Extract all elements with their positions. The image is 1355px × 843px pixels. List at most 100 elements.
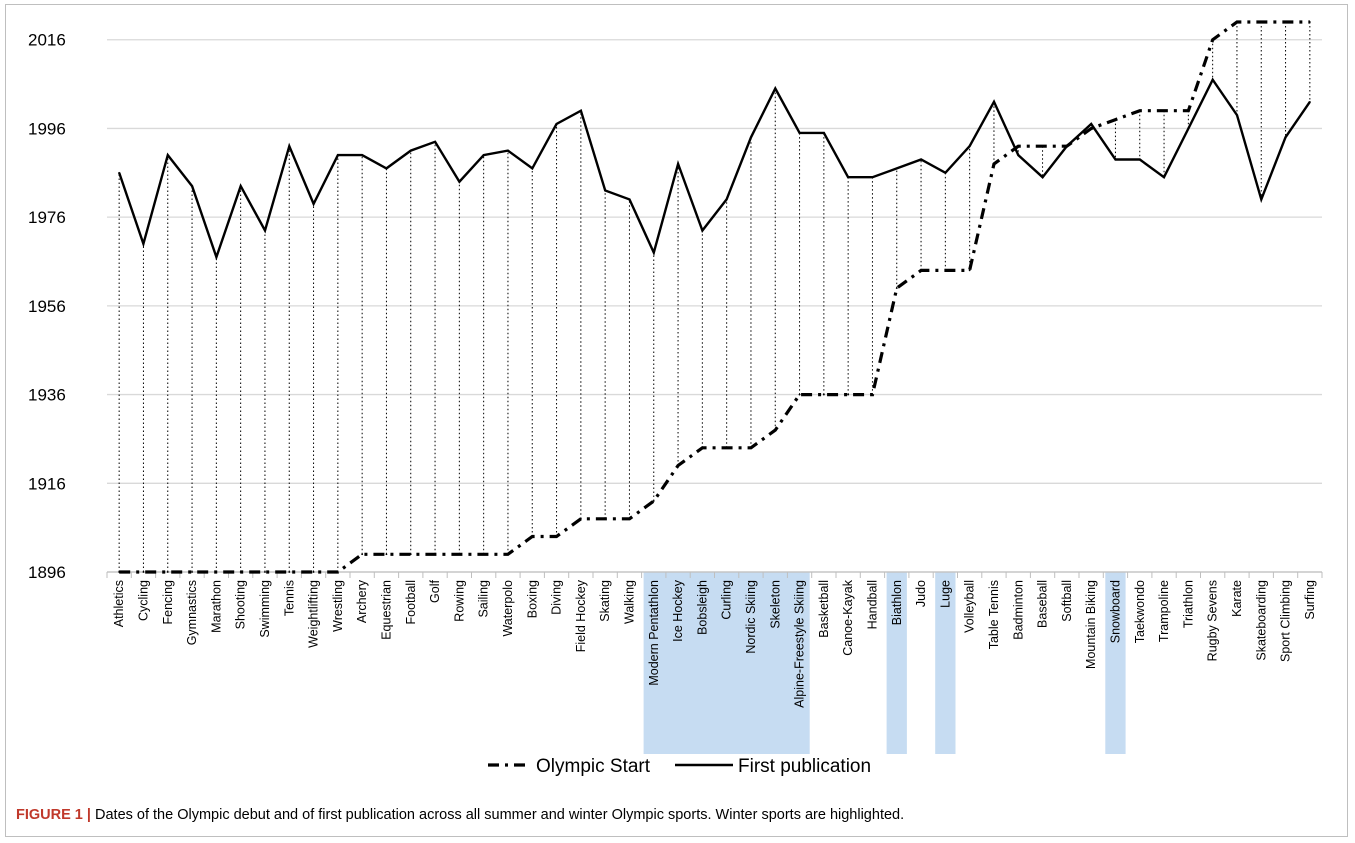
category-label-equestrian: Equestrian [379,580,393,640]
point-olympic-start-karate [1236,21,1238,23]
point-olympic-start-baseball [1041,145,1044,148]
point-first-publication-surfing [1308,100,1311,103]
point-olympic-start-volleyball [968,269,971,272]
y-tick-label-1956: 1956 [28,297,66,316]
point-first-publication-athletics [118,171,121,174]
category-label-canoe-kayak: Canoe-Kayak [841,579,855,655]
category-label-badminton: Badminton [1011,580,1025,640]
point-olympic-start-surfing [1308,21,1311,23]
point-first-publication-modern-pentathlon [652,251,655,254]
point-olympic-start-athletics [118,571,121,573]
category-label-golf: Golf [428,579,442,602]
point-olympic-start-archery [361,553,364,556]
category-label-handball: Handball [865,580,879,629]
point-first-publication-rowing [458,180,461,183]
category-label-diving: Diving [550,580,564,615]
category-label-rugby-sevens: Rugby Sevens [1206,580,1220,661]
point-olympic-start-table-tennis [993,163,995,165]
category-label-basketball: Basketball [817,580,831,638]
point-first-publication-skating [604,189,607,192]
point-olympic-start-skating [604,517,607,520]
series-line-olympic-start [119,20,1310,574]
category-labels: Athletics Cycling Fencing Gymnastics Maratho… [112,579,1317,708]
point-olympic-start-diving [555,535,558,538]
category-label-rowing: Rowing [452,580,466,622]
point-olympic-start-badminton [1017,145,1020,148]
point-olympic-start-gymnastics [191,571,193,573]
point-first-publication-canoe-kayak [847,176,850,179]
point-olympic-start-rowing [458,553,461,556]
point-first-publication-football [409,149,412,152]
point-olympic-start-skeleton [774,429,777,431]
point-first-publication-mountain-biking [1090,123,1093,125]
legend: Olympic Start First publication [488,756,871,777]
point-first-publication-softball [1065,145,1068,148]
point-olympic-start-equestrian [385,553,388,556]
point-olympic-start-swimming [264,571,266,573]
category-label-baseball: Baseball [1036,580,1050,628]
point-first-publication-golf [434,140,436,143]
category-label-taekwondo: Taekwondo [1133,580,1147,643]
y-tick-label-1936: 1936 [28,386,66,405]
point-olympic-start-handball [871,393,874,396]
winter-highlight-biathlon [886,572,907,754]
category-label-surfing: Surfing [1303,580,1317,620]
point-first-publication-trampoline [1163,176,1165,179]
series-lines [118,20,1311,574]
y-tick-label-1916: 1916 [28,474,66,493]
point-first-publication-tennis [288,145,291,148]
point-first-publication-boxing [531,167,534,170]
category-label-volleyball: Volleyball [963,580,977,633]
point-olympic-start-football [409,553,412,556]
point-first-publication-alpine-freestyle-skiing [798,131,801,134]
category-label-swimming: Swimming [258,580,272,638]
category-label-nordic-skiing: Nordic Skiing [744,580,758,654]
winter-highlight-modern-pentathlon-ice-hockey-bobsleigh-curling-nordic-skiing-skeleton-alpine-freestyle-skiing [643,572,810,754]
point-olympic-start-luge [944,269,947,272]
category-label-athletics: Athletics [112,580,126,627]
point-first-publication-judo [920,158,922,161]
category-label-curling: Curling [720,580,734,620]
point-first-publication-taekwondo [1138,158,1141,161]
category-label-field-hockey: Field Hockey [574,579,588,652]
drop-lines [118,22,1311,572]
point-first-publication-walking [628,198,631,201]
category-label-karate: Karate [1230,580,1244,617]
point-first-publication-sport-climbing [1284,136,1287,139]
category-label-marathon: Marathon [209,580,223,633]
category-label-softball: Softball [1060,580,1074,622]
category-label-boxing: Boxing [525,580,539,618]
point-first-publication-gymnastics [191,185,193,188]
point-olympic-start-sport-climbing [1284,21,1287,23]
point-first-publication-badminton [1017,154,1020,156]
point-olympic-start-modern-pentathlon [652,500,655,502]
category-label-luge: Luge [938,580,952,608]
category-label-triathlon: Triathlon [1181,580,1195,628]
winter-highlights [643,572,1126,754]
point-first-publication-nordic-skiing [750,136,752,139]
caption-text: Dates of the Olympic debut and of first … [95,807,905,823]
point-olympic-start-boxing [531,535,534,538]
category-label-fencing: Fencing [161,580,175,625]
y-tick-label-1976: 1976 [28,208,66,227]
category-label-judo: Judo [914,580,928,607]
category-label-table-tennis: Table Tennis [987,580,1001,649]
category-label-football: Football [404,580,418,624]
point-olympic-start-curling [725,446,728,449]
category-label-tennis: Tennis [282,580,296,616]
point-olympic-start-sailing [482,553,485,556]
legend-label-olympic-start: Olympic Start [536,756,651,777]
point-olympic-start-cycling [142,571,145,573]
category-label-snowboard: Snowboard [1108,580,1122,643]
point-olympic-start-waterpolo [507,553,509,556]
point-first-publication-archery [361,154,364,156]
category-label-mountain-biking: Mountain Biking [1084,580,1098,669]
point-first-publication-diving [555,123,558,125]
category-label-skating: Skating [598,580,612,622]
point-first-publication-cycling [142,242,145,245]
point-first-publication-ice-hockey [677,163,679,165]
point-olympic-start-bobsleigh [701,446,704,449]
category-label-biathlon: Biathlon [890,580,904,625]
category-label-skeleton: Skeleton [768,580,782,629]
category-label-modern-pentathlon: Modern Pentathlon [647,580,661,686]
